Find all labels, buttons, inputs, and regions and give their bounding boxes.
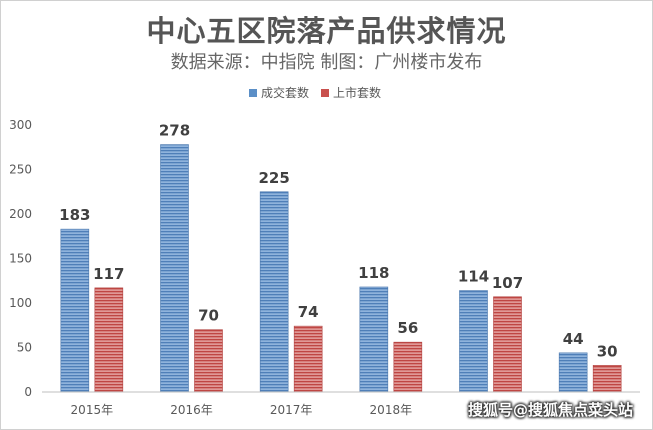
- y-tick-label: 250: [9, 163, 32, 177]
- bar-deals: [160, 144, 189, 393]
- data-label: 114: [458, 268, 489, 286]
- legend-entry: 成交套数: [261, 85, 309, 100]
- data-label: 56: [397, 319, 418, 337]
- bar-listings: [493, 296, 522, 393]
- y-tick-label: 50: [17, 341, 32, 355]
- bar-deals: [259, 191, 289, 393]
- y-tick-label: 0: [24, 385, 32, 399]
- data-label: 183: [59, 206, 90, 224]
- bar-listings: [94, 287, 124, 393]
- data-label: 30: [597, 342, 618, 360]
- legend-swatch: [249, 89, 257, 97]
- bar-listings: [293, 325, 323, 393]
- x-tick-label: 2016年: [170, 403, 213, 417]
- data-label: 44: [563, 330, 584, 348]
- chart-subtitle: 数据来源：中指院 制图：广州楼市发布: [170, 52, 483, 73]
- data-label: 117: [93, 265, 124, 283]
- bar-listings: [592, 364, 622, 393]
- bar-deals: [359, 286, 389, 393]
- legend-entry: 上市套数: [333, 85, 381, 100]
- chart-legend: 成交套数 上市套数: [249, 85, 381, 100]
- y-tick-label: 100: [9, 296, 32, 310]
- data-label: 278: [159, 122, 190, 140]
- y-tick-label: 150: [9, 252, 32, 266]
- data-label: 107: [492, 274, 523, 292]
- y-tick-label: 200: [9, 207, 32, 221]
- bar-listings: [393, 341, 423, 393]
- watermark: 搜狐号@搜狐焦点菜头站: [468, 401, 634, 419]
- x-tick-label: 2017年: [270, 403, 313, 417]
- bar-deals: [459, 290, 488, 393]
- y-tick-label: 300: [9, 118, 32, 132]
- data-label: 118: [358, 264, 389, 282]
- bar-listings: [194, 329, 223, 393]
- legend-swatch: [321, 89, 329, 97]
- data-label: 225: [259, 169, 290, 187]
- x-tick-label: 2018年: [370, 403, 413, 417]
- data-label: 74: [298, 303, 319, 321]
- bar-deals: [558, 352, 588, 393]
- bar-deals: [60, 228, 90, 393]
- x-tick-label: 2015年: [71, 403, 114, 417]
- chart-title: 中心五区院落产品供求情况: [146, 14, 507, 48]
- data-label: 70: [198, 307, 219, 325]
